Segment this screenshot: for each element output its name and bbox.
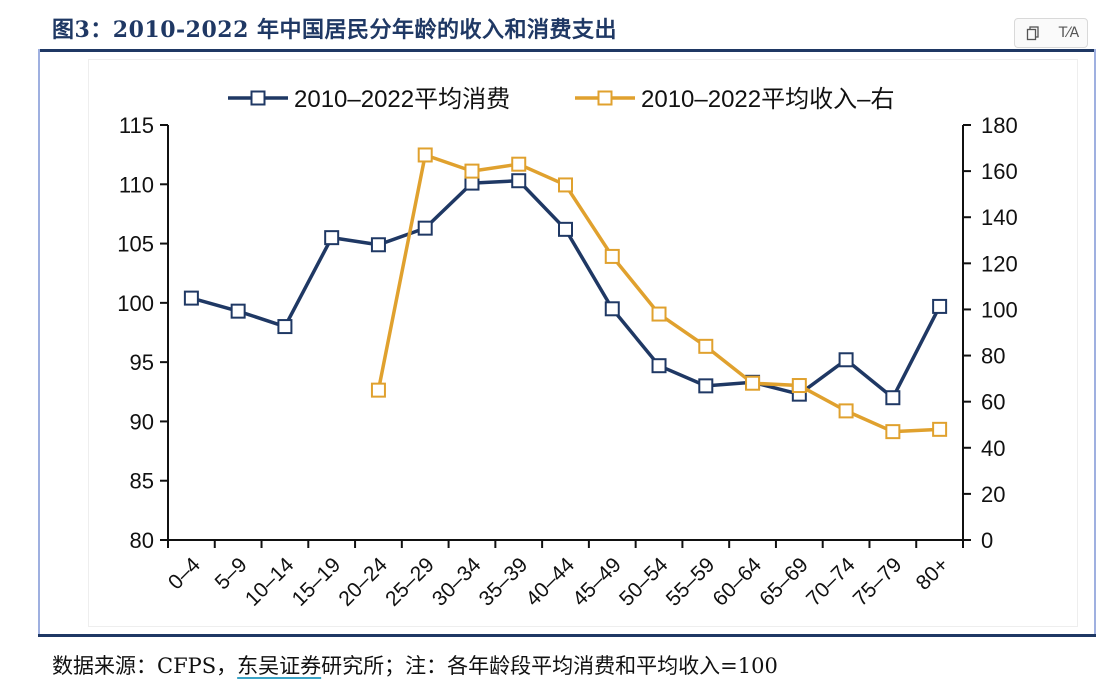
- left-tick-label: 110: [119, 172, 154, 197]
- chart-frame: [38, 49, 1096, 637]
- legend-swatch-marker: [597, 90, 613, 106]
- data-point-consumption: [932, 298, 948, 314]
- plot-panel: [88, 59, 1078, 627]
- figure-title: 图3：2010-2022 年中国居民分年龄的收入和消费支出: [52, 17, 618, 43]
- frame-top-rule: [38, 49, 1096, 52]
- data-point-consumption: [324, 230, 340, 246]
- data-point-consumption: [838, 352, 854, 368]
- x-tick-label: 55–59: [662, 553, 720, 611]
- x-tick-label: 80+: [912, 553, 953, 594]
- x-tick-label: 65–69: [755, 553, 813, 611]
- frame-bottom-rule: [38, 634, 1096, 637]
- x-tick-label: 75–79: [849, 553, 907, 611]
- left-tick-label: 85: [130, 469, 154, 494]
- right-tick-label: 0: [981, 528, 993, 553]
- x-tick-label: 30–34: [428, 553, 486, 611]
- x-tick-label: 0–4: [164, 553, 205, 594]
- image-toolbar: T⁄A: [1014, 18, 1088, 48]
- source-note: 数据来源：CFPS，东吴证券研究所；注：各年龄段平均消费和平均收入=100: [52, 650, 778, 680]
- data-point-income: [698, 338, 714, 354]
- left-tick-label: 115: [119, 113, 154, 138]
- right-tick-label: 180: [981, 113, 1018, 138]
- x-tick-label: 15–19: [288, 553, 346, 611]
- frame-left-edge: [38, 49, 40, 637]
- source-link[interactable]: 东吴证券: [237, 654, 322, 678]
- x-tick-label: 20–24: [334, 553, 392, 611]
- x-tick-label: 25–29: [381, 553, 439, 611]
- left-tick-label: 105: [117, 232, 154, 257]
- left-tick-label: 100: [117, 291, 154, 316]
- data-point-income: [511, 156, 527, 172]
- left-tick-label: 90: [130, 409, 154, 434]
- right-tick-label: 160: [981, 159, 1018, 184]
- left-tick-label: 80: [130, 528, 154, 553]
- x-tick-label: 60–64: [709, 553, 767, 611]
- data-point-consumption: [511, 173, 527, 189]
- data-point-income: [838, 403, 854, 419]
- right-tick-label: 40: [981, 436, 1005, 461]
- data-point-income: [604, 248, 620, 264]
- x-tick-label: 10–14: [241, 553, 299, 611]
- data-point-consumption: [183, 290, 199, 306]
- copy-icon[interactable]: [1015, 19, 1051, 47]
- x-tick-label: 70–74: [802, 553, 860, 611]
- right-tick-label: 120: [981, 251, 1018, 276]
- data-point-consumption: [651, 358, 667, 374]
- x-tick-label: 5–9: [211, 553, 252, 594]
- right-tick-label: 100: [981, 297, 1018, 322]
- right-tick-label: 20: [981, 482, 1005, 507]
- data-point-consumption: [558, 221, 573, 237]
- data-point-income: [651, 306, 667, 322]
- data-point-income: [558, 177, 573, 193]
- data-point-income: [464, 163, 480, 179]
- series-line-income: [376, 153, 940, 434]
- x-tick-label: 45–49: [568, 553, 626, 611]
- data-point-consumption: [885, 390, 901, 406]
- data-point-income: [885, 424, 901, 440]
- left-tick-label: 95: [130, 350, 154, 375]
- x-tick-label: 50–54: [615, 553, 673, 611]
- data-point-income: [370, 382, 386, 398]
- data-point-income: [932, 421, 948, 437]
- series-line-consumption: [190, 178, 942, 400]
- right-tick-label: 80: [981, 344, 1005, 369]
- data-point-income: [791, 378, 807, 394]
- source-prefix: 数据来源：CFPS，: [52, 654, 238, 678]
- x-tick-label: 35–39: [475, 553, 533, 611]
- source-suffix: 研究所；注：各年龄段平均消费和平均收入=100: [321, 654, 778, 678]
- x-tick-label: 40–44: [521, 553, 579, 611]
- data-point-consumption: [604, 301, 620, 317]
- data-point-consumption: [417, 220, 433, 236]
- translate-icon[interactable]: T⁄A: [1051, 19, 1087, 47]
- data-point-consumption: [230, 303, 246, 319]
- data-point-income: [417, 147, 433, 163]
- frame-right-edge: [1094, 49, 1096, 637]
- data-point-consumption: [370, 237, 386, 253]
- data-point-consumption: [277, 319, 293, 335]
- data-point-income: [745, 375, 761, 391]
- translate-label: T⁄A: [1058, 25, 1080, 41]
- right-tick-label: 140: [981, 205, 1018, 230]
- right-tick-label: 60: [981, 390, 1005, 415]
- data-point-consumption: [698, 378, 714, 394]
- legend-label: 2010–2022平均收入–右: [641, 86, 894, 113]
- legend-label: 2010–2022平均消费: [294, 86, 510, 113]
- legend-swatch-marker: [250, 90, 266, 106]
